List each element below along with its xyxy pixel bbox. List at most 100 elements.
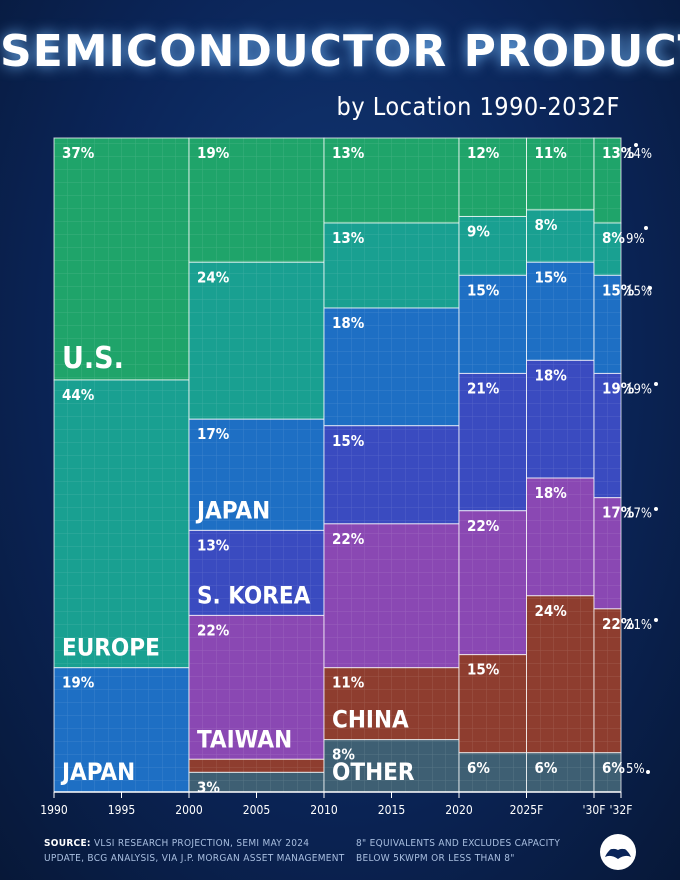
margin-dot: [648, 286, 652, 290]
margin-dot: [634, 143, 638, 147]
end-value-label: 5%: [626, 762, 645, 777]
data-label: 22%: [602, 615, 635, 633]
data-label: 37%: [62, 144, 95, 162]
end-value-label: 14%: [626, 147, 652, 162]
x-tick-label: 2020: [445, 803, 473, 817]
region-label: S. KOREA: [197, 581, 311, 609]
data-label: 15%: [602, 281, 635, 299]
data-label: 24%: [197, 268, 230, 286]
bar-grid: [526, 262, 594, 361]
source-line-1: VLSI RESEARCH PROJECTION, SEMI MAY 2024: [93, 838, 310, 849]
bar-grid: [594, 138, 621, 224]
margin-dot: [654, 507, 658, 511]
data-label: 15%: [467, 661, 500, 679]
bar-grid: [324, 739, 459, 792]
end-value-label: 19%: [626, 382, 652, 397]
bar-grid: [189, 419, 324, 531]
page-subtitle: by Location 1990-2032F: [336, 92, 620, 121]
bar-grid: [526, 209, 594, 263]
bar-grid: [324, 523, 459, 668]
region-label: EUROPE: [62, 634, 160, 662]
source-note: SOURCE: VLSI RESEARCH PROJECTION, SEMI M…: [44, 836, 345, 866]
data-label: 18%: [535, 366, 568, 384]
data-label: 24%: [535, 602, 568, 620]
data-label: 17%: [602, 504, 635, 522]
bar-grid: [459, 275, 527, 374]
source-line-2: UPDATE, BCG ANALYSIS, VIA J.P. MORGAN AS…: [44, 853, 345, 864]
data-label: 22%: [197, 621, 230, 639]
data-label: 13%: [332, 144, 365, 162]
region-label: TAIWAN: [197, 725, 292, 753]
region-label: JAPAN: [195, 496, 270, 524]
bar-grid: [459, 654, 527, 753]
bar-grid: [189, 262, 324, 420]
x-tick-label: 2000: [175, 803, 203, 817]
bar-grid: [594, 752, 621, 792]
bar-grid: [189, 615, 324, 760]
end-value-label: 17%: [626, 507, 652, 522]
bar-grid: [526, 360, 594, 479]
data-label: 9%: [467, 222, 490, 240]
data-label: 8%: [602, 229, 625, 247]
bar-grid: [189, 530, 324, 616]
bar-grid: [594, 608, 621, 753]
data-label: 15%: [467, 281, 500, 299]
bar-grid: [594, 275, 621, 374]
x-tick-label: 1995: [108, 803, 135, 817]
margin-dot: [646, 770, 650, 774]
methodology-note: 8" EQUIVALENTS AND EXCLUDES CAPACITY BEL…: [356, 836, 560, 866]
end-value-label: 9%: [626, 232, 645, 247]
data-label: 19%: [602, 379, 635, 397]
data-label: 19%: [62, 674, 95, 692]
bar-grid: [189, 772, 324, 792]
data-label: 19%: [197, 144, 230, 162]
x-tick-label: '32F: [610, 803, 633, 817]
note-line-2: BELOW 5KWPM OR LESS THAN 8": [356, 853, 515, 864]
data-label: 13%: [197, 536, 230, 554]
page-title: SEMICONDUCTOR PRODUCTION: [0, 26, 680, 77]
bar-grid: [324, 223, 459, 309]
margin-dot: [654, 382, 658, 386]
data-label: 18%: [332, 314, 365, 332]
bar-grid: [324, 138, 459, 224]
bar-grid: [526, 595, 594, 753]
data-label: 22%: [332, 530, 365, 548]
bar-grid: [54, 667, 189, 792]
bar-grid: [459, 752, 527, 792]
data-label: 11%: [535, 144, 568, 162]
bar-grid: [54, 138, 189, 380]
bar-grid: [526, 138, 594, 210]
data-label: 13%: [602, 144, 635, 162]
data-label: 15%: [332, 432, 365, 450]
bar-grid: [526, 752, 594, 792]
data-label: 13%: [332, 229, 365, 247]
data-label: 17%: [197, 425, 230, 443]
bar-grid: [594, 373, 621, 498]
bar-grid: [459, 510, 527, 655]
data-label: 6%: [535, 759, 558, 777]
bar-grid: [459, 216, 527, 276]
data-label: 44%: [62, 386, 95, 404]
data-label: 12%: [467, 144, 500, 162]
x-tick-label: 2005: [243, 803, 270, 817]
x-tick-label: 2025F: [510, 803, 544, 817]
region-label: U.S.: [62, 341, 124, 376]
region-label: CHINA: [332, 706, 409, 734]
bar-grid: [459, 373, 527, 511]
bar-grid: [324, 425, 459, 524]
brand-logo-icon: [600, 834, 636, 870]
bar-grid: [324, 667, 459, 740]
bar-grid: [189, 138, 324, 263]
x-tick-label: 1990: [40, 803, 68, 817]
data-label: 11%: [332, 674, 365, 692]
data-label: 15%: [535, 268, 568, 286]
data-label: 21%: [467, 379, 500, 397]
x-tick-label: 2015: [378, 803, 405, 817]
x-tick-label: 2010: [310, 803, 338, 817]
region-label: OTHER: [332, 758, 415, 786]
bar-grid: [324, 308, 459, 426]
region-label: JAPAN: [60, 758, 135, 786]
data-label: 18%: [535, 484, 568, 502]
